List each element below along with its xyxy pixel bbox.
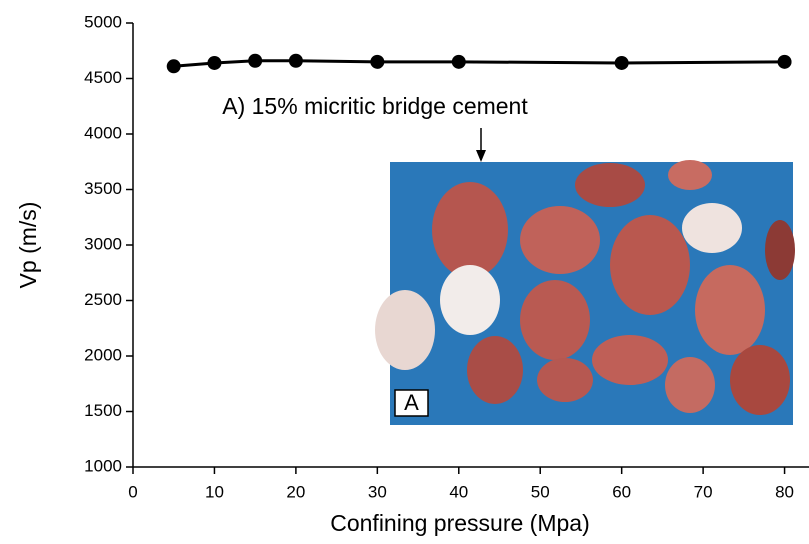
inset-label: A xyxy=(404,390,419,415)
x-tick-label: 40 xyxy=(449,482,468,501)
x-tick-label: 30 xyxy=(368,482,387,501)
y-tick-label: 3000 xyxy=(84,234,122,253)
x-tick-label: 10 xyxy=(205,482,224,501)
data-point xyxy=(167,59,181,73)
data-point xyxy=(778,55,792,69)
data-point xyxy=(452,55,466,69)
annotation: A) 15% micritic bridge cement xyxy=(222,93,528,119)
data-point xyxy=(248,54,262,68)
x-tick-label: 80 xyxy=(775,482,794,501)
y-tick-label: 4000 xyxy=(84,123,122,142)
x-axis-label: Confining pressure (Mpa) xyxy=(330,510,590,536)
chart: A A) 15% micritic bridge cement Confinin… xyxy=(0,0,809,544)
x-tick-label: 0 xyxy=(128,482,137,501)
y-tick-label: 2500 xyxy=(84,290,122,309)
data-point xyxy=(207,56,221,70)
y-axis-label: Vp (m/s) xyxy=(15,202,41,289)
annotation-arrowhead xyxy=(476,150,486,162)
y-tick-label: 1500 xyxy=(84,401,122,420)
y-tick-label: 1000 xyxy=(84,456,122,475)
x-tick-label: 60 xyxy=(612,482,631,501)
series-line xyxy=(174,61,785,67)
data-point xyxy=(289,54,303,68)
x-tick-label: 70 xyxy=(694,482,713,501)
x-tick-label: 20 xyxy=(286,482,305,501)
data-point xyxy=(615,56,629,70)
y-tick-label: 2000 xyxy=(84,345,122,364)
y-tick-label: 4500 xyxy=(84,68,122,87)
page: A A) 15% micritic bridge cement Confinin… xyxy=(0,0,809,544)
data-point xyxy=(370,55,384,69)
inset-photo: A xyxy=(375,160,795,425)
y-tick-label: 5000 xyxy=(84,12,122,31)
x-tick-label: 50 xyxy=(531,482,550,501)
y-tick-label: 3500 xyxy=(84,179,122,198)
